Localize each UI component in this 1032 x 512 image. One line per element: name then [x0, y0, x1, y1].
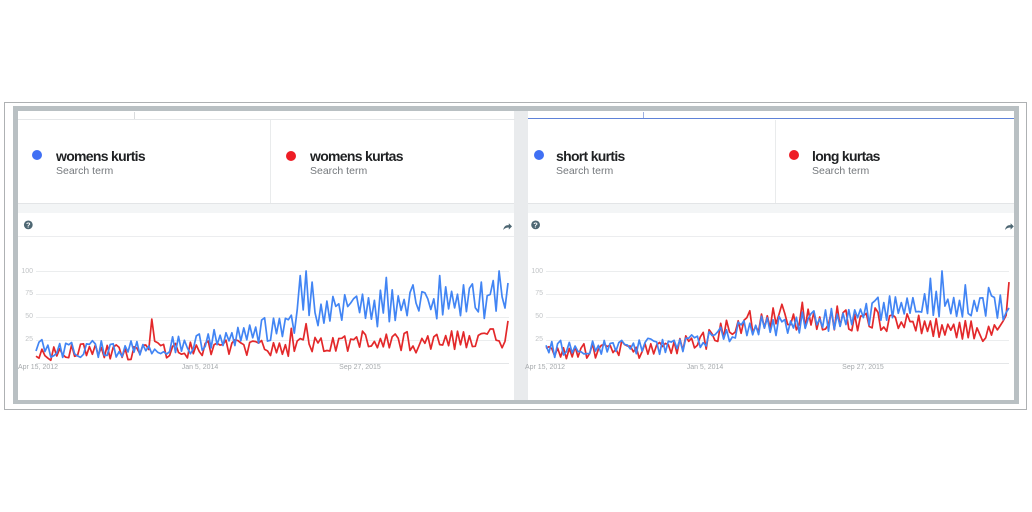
- svg-text:?: ?: [26, 221, 31, 230]
- svg-text:?: ?: [533, 221, 538, 230]
